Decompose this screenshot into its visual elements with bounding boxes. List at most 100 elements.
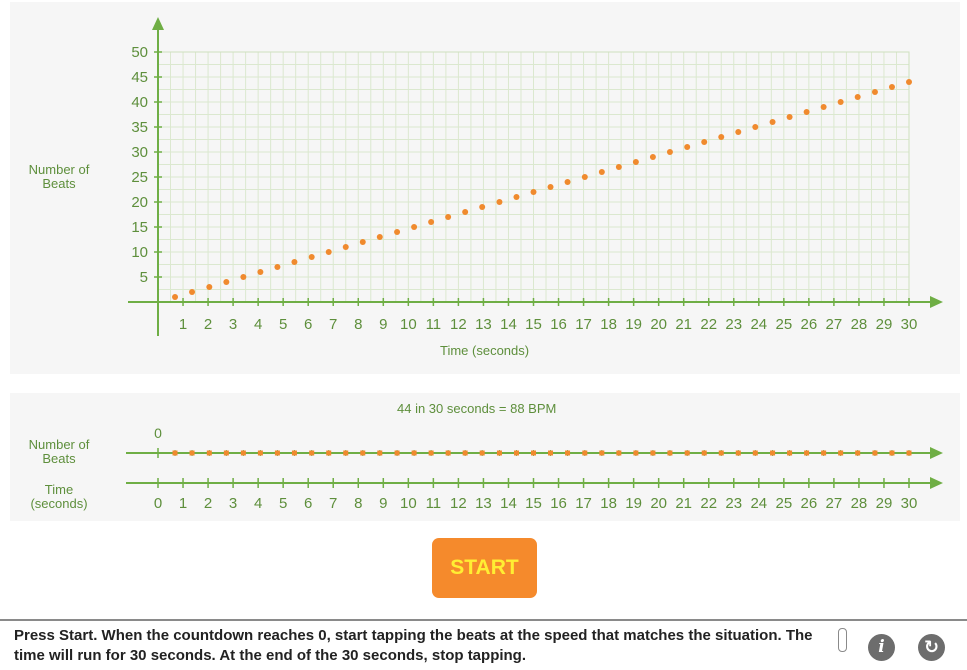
start-button[interactable]: START (432, 538, 537, 598)
time-tick-label: 9 (379, 495, 387, 512)
x-tick-label: 4 (254, 316, 262, 333)
time-tick-label: 21 (675, 495, 692, 512)
y-tick-label: 50 (131, 44, 148, 61)
beat-marker (496, 450, 502, 456)
x-tick-label: 10 (400, 316, 417, 333)
beat-marker (616, 450, 622, 456)
beats-number-line: 00 1 2 3 4 5 6 7 8 9 10 11 12 13 14 15 16 17 18 19 20 21 22 23 2… (126, 425, 943, 512)
data-point (530, 189, 537, 195)
x-tick-label: 12 (450, 316, 467, 333)
data-point (649, 154, 656, 160)
y-tick-label: 25 (131, 169, 148, 186)
data-point (888, 84, 895, 90)
time-tick-label: 18 (600, 495, 617, 512)
data-point (462, 209, 469, 215)
data-point (206, 284, 213, 290)
time-tick-label: 14 (500, 495, 517, 512)
time-tick-label: 12 (450, 495, 467, 512)
divider (0, 619, 967, 621)
data-point (581, 174, 588, 180)
time-tick-label: 20 (650, 495, 667, 512)
beat-marker (257, 450, 263, 456)
reset-button[interactable]: ↻ (918, 634, 945, 661)
data-point (820, 104, 827, 110)
data-point (837, 99, 844, 105)
x-tick-label: 5 (279, 316, 287, 333)
x-tick-label: 16 (550, 316, 567, 333)
beat-marker (206, 450, 212, 456)
data-point (308, 254, 315, 260)
x-tick-label: 14 (500, 316, 517, 333)
y-tick-label: 10 (131, 244, 148, 261)
bpm-summary: 44 in 30 seconds = 88 BPM (397, 401, 557, 416)
beat-marker (821, 450, 827, 456)
beat-marker (326, 450, 332, 456)
beat-marker (701, 450, 707, 456)
beat-marker (377, 450, 383, 456)
scrollbar[interactable] (838, 628, 847, 652)
beat-marker (240, 450, 246, 456)
beat-marker (872, 450, 878, 456)
beat-marker (650, 450, 656, 456)
x-tick-label: 22 (700, 316, 717, 333)
instructions-text: Press Start. When the countdown reaches … (14, 627, 813, 664)
beat-marker (189, 450, 195, 456)
y-tick-label: 20 (131, 194, 148, 211)
time-tick-label: 11 (426, 495, 442, 512)
time-tick-label: 26 (801, 495, 818, 512)
time-tick-label: 3 (229, 495, 237, 512)
x-tick-label: 21 (675, 316, 692, 333)
beats-scatter-chart: 1 2 3 4 5 6 7 8 9 10 11 12 13 14 15 16 17 18 19 20 21 22 23 24 2… (128, 17, 943, 336)
beat-marker (855, 450, 861, 456)
beat-marker (684, 450, 690, 456)
time-tick-label: 0 (154, 495, 162, 512)
number-line-beats-label: Number of Beats (28, 437, 90, 466)
x-tick-label: 18 (600, 316, 617, 333)
reset-icon: ↻ (923, 637, 940, 657)
time-tick-label: 2 (204, 495, 212, 512)
time-tick-label: 8 (354, 495, 362, 512)
x-tick-label: 15 (525, 316, 542, 333)
x-tick-label: 19 (625, 316, 642, 333)
beat-marker (462, 450, 468, 456)
data-point (479, 204, 486, 210)
data-point (172, 294, 179, 300)
graph-x-axis-label: Time (seconds) (440, 343, 530, 358)
y-tick-label: 40 (131, 94, 148, 111)
beat-marker (360, 450, 366, 456)
data-point (274, 264, 281, 270)
time-tick-label: 15 (525, 495, 542, 512)
beat-marker (752, 450, 758, 456)
data-point (359, 239, 366, 245)
time-tick-label: 7 (329, 495, 337, 512)
data-point (871, 89, 878, 95)
data-point (513, 194, 520, 200)
beat-marker (906, 450, 912, 456)
beat-marker (479, 450, 485, 456)
data-point (632, 159, 639, 165)
x-tick-label: 11 (426, 316, 442, 333)
time-tick-label: 24 (750, 495, 767, 512)
grid-lines (158, 51, 910, 302)
data-point (854, 94, 861, 100)
time-tick-label: 22 (700, 495, 717, 512)
data-point (906, 79, 912, 85)
data-point (769, 119, 776, 125)
time-tick-label: 16 (550, 495, 567, 512)
x-tick-label: 30 (901, 316, 918, 333)
x-tick-label: 1 (179, 316, 187, 333)
data-point (684, 144, 691, 150)
data-point (735, 129, 742, 135)
x-tick-label: 13 (475, 316, 492, 333)
beat-marker (445, 450, 451, 456)
time-tick-label: 27 (826, 495, 843, 512)
info-button[interactable]: i (868, 634, 895, 661)
time-tick-label: 17 (575, 495, 592, 512)
beat-marker (411, 450, 417, 456)
beat-marker (838, 450, 844, 456)
data-point (615, 164, 622, 170)
x-tick-label: 25 (775, 316, 792, 333)
beat-marker (548, 450, 554, 456)
beat-marker (309, 450, 315, 456)
beat-marker (291, 450, 297, 456)
